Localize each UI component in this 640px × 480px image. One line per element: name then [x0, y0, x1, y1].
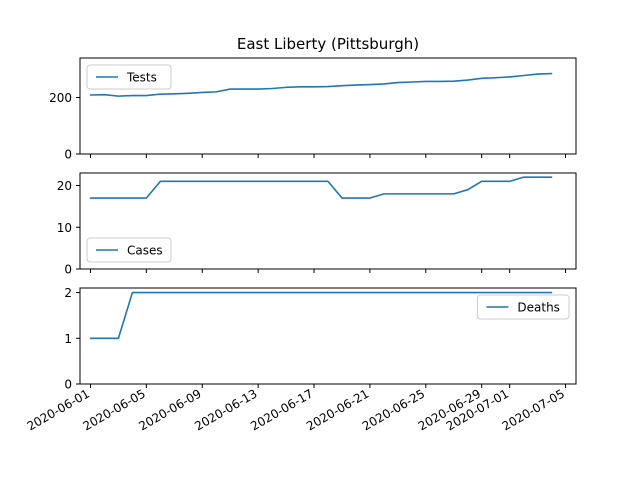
subplot-tests: 0 200 Tests	[49, 57, 577, 162]
y-tick-label: 1	[64, 332, 72, 346]
y-tick-label: 2	[64, 286, 72, 300]
axes-frame	[79, 287, 577, 385]
y-tick-label: 0	[64, 148, 72, 162]
legend-label: Cases	[127, 244, 163, 258]
y-tick-label: 20	[57, 179, 72, 193]
legend-box	[86, 237, 172, 263]
legend-label: Tests	[126, 71, 157, 85]
legend-box	[476, 294, 570, 320]
subplot-deaths: 0 1 2 Deaths	[64, 286, 577, 392]
legend-cases: Cases	[86, 237, 172, 263]
legend-tests: Tests	[86, 64, 172, 90]
series-line-tests	[89, 72, 553, 97]
subplots: 0 200 Tests 0 10 20 Cases 0 1 2 Deaths	[49, 57, 577, 392]
y-tick-label: 0	[64, 263, 72, 277]
series-line-deaths	[89, 291, 553, 340]
series-line-cases	[89, 176, 553, 199]
axes-frame	[79, 172, 577, 270]
legend-label: Deaths	[517, 301, 560, 315]
y-tick-label: 10	[57, 221, 72, 235]
axes-frame	[79, 57, 577, 155]
legend-deaths: Deaths	[476, 294, 570, 320]
subplot-cases: 0 10 20 Cases	[57, 172, 577, 277]
y-tick-label: 200	[49, 91, 72, 105]
chart-title: East Liberty (Pittsburgh)	[237, 35, 419, 53]
legend-box	[86, 64, 172, 90]
y-tick-label: 0	[64, 378, 72, 392]
